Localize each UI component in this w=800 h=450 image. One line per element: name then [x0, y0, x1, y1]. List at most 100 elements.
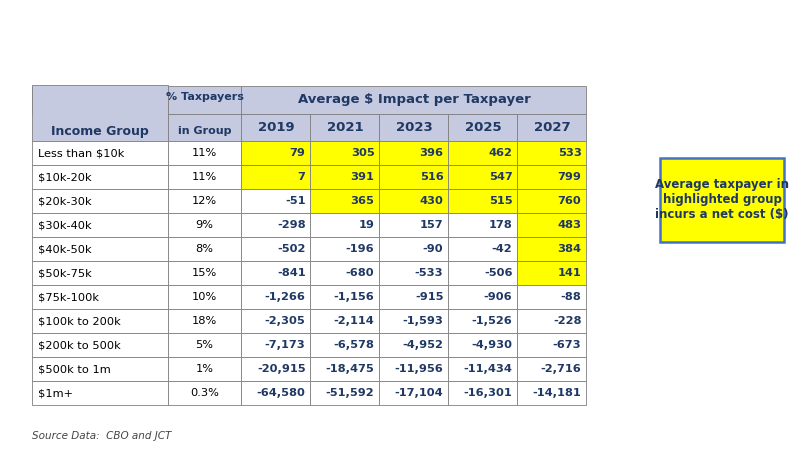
Text: $1m+: $1m+ [38, 388, 73, 398]
Bar [167, 285, 242, 309]
Text: -298: -298 [277, 220, 306, 230]
Text: -680: -680 [346, 268, 374, 278]
Bar [310, 213, 379, 237]
Text: -51,592: -51,592 [326, 388, 374, 398]
Bar [32, 309, 167, 333]
Bar [379, 309, 449, 333]
Bar [32, 189, 167, 213]
Bar [518, 189, 586, 213]
Bar [379, 237, 449, 261]
Text: 483: 483 [558, 220, 582, 230]
Text: 18%: 18% [192, 316, 217, 326]
Bar [310, 189, 379, 213]
Text: 10%: 10% [192, 292, 217, 302]
Bar [518, 166, 586, 189]
Bar [449, 333, 518, 357]
Bar [518, 309, 586, 333]
Text: -1,266: -1,266 [265, 292, 306, 302]
Text: 178: 178 [489, 220, 513, 230]
Bar [518, 333, 586, 357]
Text: Average taxpayer in
highlighted group
incurs a net cost ($): Average taxpayer in highlighted group in… [655, 178, 789, 221]
FancyBboxPatch shape [660, 158, 784, 242]
Bar [242, 141, 310, 166]
Text: in Group: in Group [178, 126, 231, 135]
Bar [379, 114, 449, 141]
Bar [32, 166, 167, 189]
Text: -2,716: -2,716 [541, 364, 582, 374]
Bar [379, 213, 449, 237]
Text: 462: 462 [489, 148, 513, 158]
Text: -2,305: -2,305 [265, 316, 306, 326]
Text: -51: -51 [285, 196, 306, 206]
Bar [242, 114, 310, 141]
Text: Less than $10k: Less than $10k [38, 148, 125, 158]
Text: 11%: 11% [192, 148, 217, 158]
Bar [379, 189, 449, 213]
Bar [310, 114, 379, 141]
Text: -2,114: -2,114 [334, 316, 374, 326]
Text: -915: -915 [415, 292, 443, 302]
Bar [242, 237, 310, 261]
Bar [32, 237, 167, 261]
Text: -228: -228 [553, 316, 582, 326]
Text: 305: 305 [350, 148, 374, 158]
Text: -1,593: -1,593 [402, 316, 443, 326]
Text: % Taxpayers: % Taxpayers [166, 92, 243, 102]
Text: 19: 19 [358, 220, 374, 230]
Bar [167, 237, 242, 261]
Text: 5%: 5% [195, 340, 214, 350]
Text: 391: 391 [350, 172, 374, 182]
Bar [449, 213, 518, 237]
Text: -11,434: -11,434 [464, 364, 513, 374]
Bar [167, 309, 242, 333]
Text: 430: 430 [420, 196, 443, 206]
Bar [518, 141, 586, 166]
Text: 157: 157 [420, 220, 443, 230]
Bar [32, 261, 167, 285]
Bar [167, 166, 242, 189]
Bar [167, 86, 242, 114]
Bar [379, 333, 449, 357]
Text: 9%: 9% [195, 220, 214, 230]
Text: -14,181: -14,181 [533, 388, 582, 398]
Bar [449, 166, 518, 189]
Text: -1,156: -1,156 [334, 292, 374, 302]
Bar [310, 166, 379, 189]
Text: 2019: 2019 [258, 122, 294, 135]
Bar [167, 261, 242, 285]
Text: 515: 515 [489, 196, 513, 206]
Text: -88: -88 [561, 292, 582, 302]
Text: -18,475: -18,475 [326, 364, 374, 374]
Text: -506: -506 [484, 268, 513, 278]
Text: -17,104: -17,104 [395, 388, 443, 398]
Bar [379, 166, 449, 189]
Text: -42: -42 [492, 244, 513, 254]
Text: 12%: 12% [192, 196, 217, 206]
Text: $40k-50k: $40k-50k [38, 244, 92, 254]
Text: Average $ Impact per Taxpayer: Average $ Impact per Taxpayer [298, 94, 530, 106]
Bar [242, 285, 310, 309]
Text: Distribution of Impact by Income Group (Average $ per Taxpayer): Distribution of Impact by Income Group (… [119, 48, 681, 63]
Text: $10k-20k: $10k-20k [38, 172, 92, 182]
Bar [449, 189, 518, 213]
Bar [242, 309, 310, 333]
Bar [310, 261, 379, 285]
Text: $200k to 500k: $200k to 500k [38, 340, 121, 350]
Bar [310, 285, 379, 309]
Bar [449, 114, 518, 141]
Text: 799: 799 [558, 172, 582, 182]
Bar [167, 333, 242, 357]
Text: 516: 516 [420, 172, 443, 182]
Bar [518, 357, 586, 381]
Bar [242, 333, 310, 357]
Text: -11,956: -11,956 [394, 364, 443, 374]
Text: 79: 79 [290, 148, 306, 158]
Bar [449, 237, 518, 261]
Text: -1,526: -1,526 [472, 316, 513, 326]
Text: 2027: 2027 [534, 122, 570, 135]
Text: -4,930: -4,930 [471, 340, 513, 350]
Text: $75k-100k: $75k-100k [38, 292, 99, 302]
Text: -64,580: -64,580 [257, 388, 306, 398]
Text: 15%: 15% [192, 268, 217, 278]
Bar [32, 86, 167, 141]
